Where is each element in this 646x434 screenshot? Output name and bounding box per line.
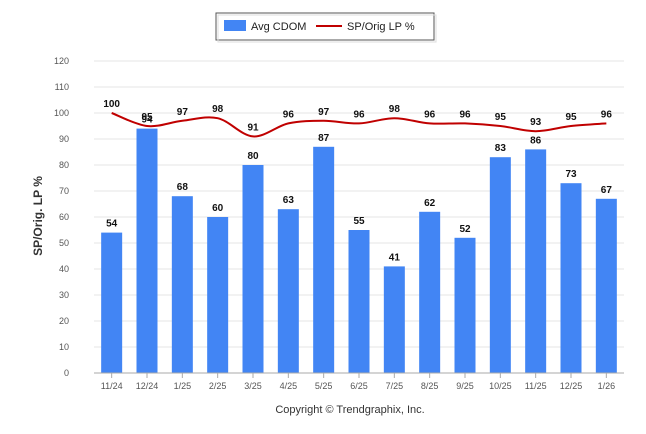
line-value-label: 96 <box>283 109 295 120</box>
y-axis-ticks: 0 10 20 30 40 50 60 70 80 90 100 110 120 <box>54 56 69 378</box>
bar-data-labels: 54 94 68 60 80 63 87 55 41 62 52 83 86 73 67 <box>106 115 612 264</box>
line-value-label: 97 <box>318 107 330 118</box>
bar-avg-cdom <box>489 157 511 373</box>
y-tick-label: 50 <box>59 238 69 248</box>
y-tick-label: 10 <box>59 342 69 352</box>
x-tick-label: 12/25 <box>560 381 583 391</box>
y-tick-label: 110 <box>55 82 69 92</box>
y-tick-label: 60 <box>59 212 69 222</box>
bar-avg-cdom <box>525 149 547 373</box>
line-value-label: 95 <box>565 112 577 123</box>
bar-value-label: 67 <box>601 185 613 196</box>
line-sp-orig <box>111 112 607 138</box>
bar-value-label: 86 <box>530 135 542 146</box>
y-tick-label: 120 <box>54 56 69 66</box>
line-value-label: 95 <box>141 112 153 123</box>
bar-avg-cdom <box>101 232 123 373</box>
line-path-sp-orig <box>111 112 607 138</box>
bar-avg-cdom <box>454 237 476 373</box>
y-tick-label: 40 <box>59 264 69 274</box>
bar-avg-cdom <box>313 146 335 373</box>
bar-value-label: 80 <box>247 151 259 162</box>
x-tick-label: 6/25 <box>350 381 368 391</box>
y-tick-label: 20 <box>59 316 69 326</box>
x-tick-label: 5/25 <box>315 381 333 391</box>
x-tick-label: 8/25 <box>421 381 439 391</box>
x-tick-label: 11/25 <box>525 381 547 391</box>
bar-value-label: 63 <box>283 195 295 206</box>
line-value-label: 93 <box>530 117 542 128</box>
x-tick-label: 2/25 <box>209 381 227 391</box>
x-tick-label: 11/24 <box>101 381 123 391</box>
bar-avg-cdom <box>383 266 405 373</box>
legend: Avg CDOM SP/Orig LP % <box>215 12 437 43</box>
x-tick-label: 4/25 <box>280 381 298 391</box>
x-tick-label: 12/24 <box>136 381 159 391</box>
bar-value-label: 68 <box>177 182 189 193</box>
legend-label-sp-orig: SP/Orig LP % <box>347 21 415 33</box>
y-tick-label: 70 <box>59 186 69 196</box>
line-value-label: 98 <box>212 104 224 115</box>
y-tick-label: 80 <box>59 160 69 170</box>
line-value-label: 95 <box>495 112 507 123</box>
line-data-labels: 100 95 97 98 91 96 97 96 98 96 96 95 93 95 96 <box>103 99 612 133</box>
bar-avg-cdom <box>207 217 229 373</box>
line-value-label: 96 <box>353 109 365 120</box>
y-tick-label: 100 <box>54 108 69 118</box>
bar-avg-cdom <box>595 198 617 373</box>
bar-value-label: 41 <box>389 252 401 263</box>
line-value-label: 100 <box>103 99 120 110</box>
bar-value-label: 54 <box>106 219 118 230</box>
line-value-label: 91 <box>247 122 259 133</box>
x-tick-label: 1/25 <box>174 381 192 391</box>
x-tick-label: 3/25 <box>244 381 262 391</box>
bar-avg-cdom <box>419 211 441 373</box>
y-tick-label: 90 <box>59 134 69 144</box>
bar-avg-cdom <box>171 196 193 373</box>
copyright-text: Copyright © Trendgraphix, Inc. <box>275 404 424 416</box>
line-value-label: 97 <box>177 107 189 118</box>
bar-value-label: 62 <box>424 198 436 209</box>
bar-value-label: 73 <box>565 169 577 180</box>
x-tick-label: 10/25 <box>489 381 512 391</box>
x-tick-label: 9/25 <box>456 381 474 391</box>
y-tick-label: 0 <box>64 368 69 378</box>
y-tick-label: 30 <box>59 290 69 300</box>
bar-avg-cdom <box>560 183 582 373</box>
bar-avg-cdom <box>277 209 299 373</box>
bar-value-label: 55 <box>353 216 365 227</box>
line-value-label: 96 <box>459 109 471 120</box>
bar-value-label: 83 <box>495 143 507 154</box>
x-tick-label: 7/25 <box>386 381 404 391</box>
x-axis-ticks: 11/24 12/24 1/25 2/25 3/25 4/25 5/25 6/25 7/25 8/… <box>101 373 615 391</box>
bars-avg-cdom <box>101 128 617 373</box>
line-value-label: 96 <box>424 109 436 120</box>
line-value-label: 96 <box>601 109 613 120</box>
bar-avg-cdom <box>348 230 370 373</box>
line-value-label: 98 <box>389 104 401 115</box>
legend-swatch-avg-cdom <box>224 20 246 31</box>
legend-shadow <box>217 14 437 43</box>
x-tick-label: 1/26 <box>598 381 616 391</box>
bar-value-label: 52 <box>459 224 471 235</box>
bar-avg-cdom <box>242 165 264 373</box>
y-axis-title: SP/Orig. LP % <box>31 176 45 256</box>
bar-value-label: 94 <box>141 115 153 126</box>
bar-avg-cdom <box>136 128 158 373</box>
bar-value-label: 60 <box>212 203 224 214</box>
legend-label-avg-cdom: Avg CDOM <box>251 21 306 33</box>
bar-value-label: 87 <box>318 133 330 144</box>
